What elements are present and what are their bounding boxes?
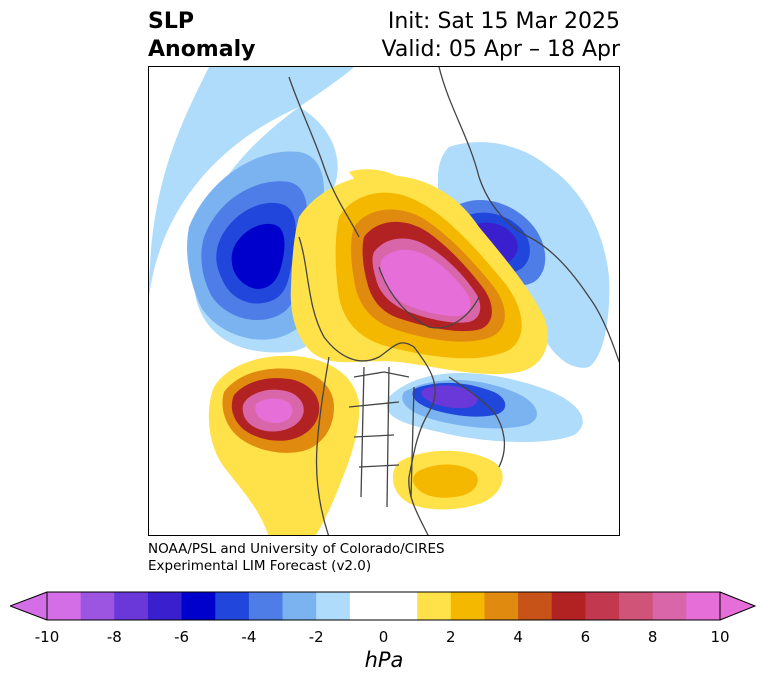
colorbar-tick-label: -2 (308, 628, 324, 646)
colorbar-cell (316, 592, 351, 620)
title-slp: SLP (148, 9, 194, 34)
colorbar-tick-label: -4 (241, 628, 257, 646)
colorbar-cell (47, 592, 82, 620)
credit-line-1: NOAA/PSL and University of Colorado/CIRE… (148, 541, 445, 557)
colorbar-extend-max (720, 592, 755, 620)
colorbar-cell (652, 592, 687, 620)
colorbar-cell (114, 592, 149, 620)
colorbar-cell (383, 592, 418, 620)
colorbar-cell (417, 592, 452, 620)
colorbar-cell (518, 592, 553, 620)
colorbar-tick-label: -6 (174, 628, 190, 646)
colorbar-cell (484, 592, 519, 620)
map-panel (148, 66, 620, 536)
colorbar-right-outline (719, 591, 757, 621)
colorbar-tick-label: 0 (378, 628, 389, 646)
colorbar-tick-label: 6 (580, 628, 591, 646)
colorbar-cell (585, 592, 620, 620)
init-date: Init: Sat 15 Mar 2025 (387, 9, 620, 34)
colorbar-cell (80, 592, 115, 620)
coastlines (288, 67, 619, 535)
colorbar-left-outline (10, 591, 48, 621)
slp-anomaly-map (149, 67, 619, 535)
title-dates: Init: Sat 15 Mar 2025 Valid: 05 Apr – 18… (382, 8, 621, 64)
colorbar-cell (248, 592, 284, 620)
colorbar-cells (47, 592, 721, 620)
colorbar-cell (619, 592, 654, 620)
credit-text: NOAA/PSL and University of Colorado/CIRE… (148, 541, 445, 575)
colorbar (10, 591, 757, 621)
colorbar-cell (450, 592, 485, 620)
colorbar-cell (147, 592, 183, 620)
colorbar-tick-label: 2 (446, 628, 456, 646)
credit-line-2: Experimental LIM Forecast (v2.0) (148, 558, 372, 574)
colorbar-cell (686, 592, 721, 620)
colorbar-frame (46, 591, 721, 621)
colorbar-cell (215, 592, 250, 620)
colorbar-cell (551, 592, 586, 620)
colorbar-unit: hPa (364, 648, 404, 672)
colorbar-cell (349, 592, 384, 620)
title-variable: SLP Anomaly (148, 8, 255, 64)
colorbar-tick-label: 10 (710, 628, 730, 646)
colorbar-tick-label: -8 (106, 628, 122, 646)
colorbar-tick-label: 4 (513, 628, 523, 646)
colorbar-cell (282, 592, 317, 620)
colorbar-cell (181, 592, 216, 620)
valid-range: Valid: 05 Apr – 18 Apr (381, 37, 621, 62)
title-anomaly: Anomaly (148, 37, 256, 62)
colorbar-tick-label: 8 (647, 628, 658, 646)
colorbar-tick-label: -10 (34, 628, 60, 646)
colorbar-extend-min (10, 592, 47, 620)
